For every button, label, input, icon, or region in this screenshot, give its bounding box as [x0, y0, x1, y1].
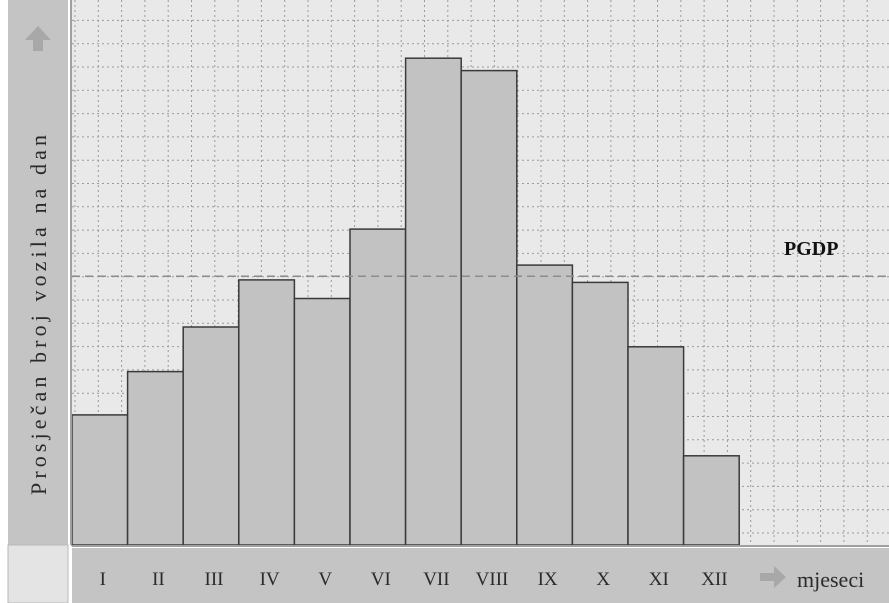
x-tick-label: II: [152, 569, 165, 590]
corner-box: [7, 544, 69, 603]
y-axis-label-panel: [8, 0, 68, 545]
x-axis-label-panel: [72, 548, 889, 603]
bar-IX: [516, 264, 574, 546]
x-tick-label: VI: [371, 569, 391, 590]
x-tick-label: VII: [423, 569, 449, 590]
bar-V: [293, 297, 351, 546]
arrow-right-icon: [760, 566, 786, 588]
x-tick-label: XII: [701, 569, 727, 590]
x-tick-label: IV: [260, 569, 280, 590]
bars: [71, 57, 740, 546]
x-tick-label: XI: [649, 569, 669, 590]
bar-III: [182, 326, 240, 546]
x-axis-label: mjeseci: [797, 567, 864, 592]
bar-XII: [682, 455, 740, 546]
x-tick-label: I: [100, 569, 106, 590]
bar-X: [571, 281, 629, 546]
x-tick-label: IX: [538, 569, 558, 590]
x-tick-labels: I II III IV V VI VII VIII IX X XI XII: [100, 569, 728, 590]
x-tick-label: V: [318, 569, 332, 590]
bar-VIII: [460, 69, 518, 546]
bar-II: [126, 370, 184, 546]
bar-VII: [404, 57, 462, 546]
bar-VI: [349, 228, 407, 546]
x-tick-label: III: [205, 569, 224, 590]
x-tick-label: VIII: [476, 569, 509, 590]
bar-XI: [627, 346, 685, 546]
pgdp-label: PGDP: [784, 238, 838, 260]
arrow-up-icon: [25, 26, 51, 51]
bar-IV: [238, 279, 296, 546]
bar-I: [71, 414, 129, 546]
x-tick-label: X: [596, 569, 610, 590]
